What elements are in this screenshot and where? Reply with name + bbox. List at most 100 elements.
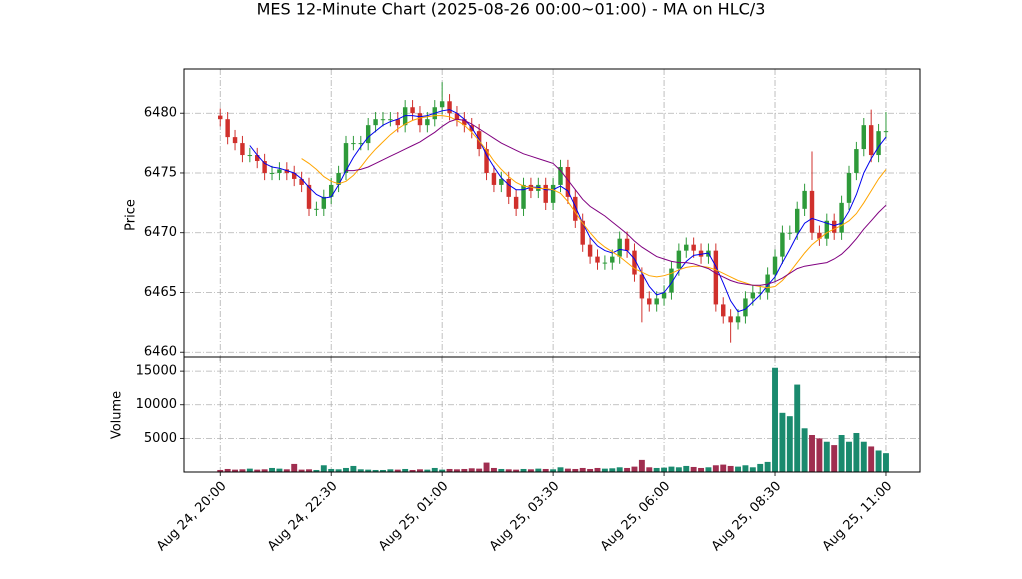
volume-bar bbox=[542, 468, 549, 472]
volume-bar bbox=[846, 441, 852, 472]
candle-body bbox=[462, 119, 467, 126]
volume-bar bbox=[735, 466, 741, 472]
volume-bar bbox=[698, 467, 705, 472]
volume-bar bbox=[372, 469, 379, 472]
candle-body bbox=[846, 172, 852, 203]
candle-body bbox=[558, 166, 563, 185]
volume-bar bbox=[831, 445, 838, 472]
volume-bar bbox=[668, 466, 675, 472]
candle-body bbox=[513, 196, 519, 209]
candle-body bbox=[595, 256, 600, 263]
candle-body bbox=[617, 238, 622, 257]
volume-bar bbox=[557, 467, 564, 472]
candle-body bbox=[410, 107, 415, 114]
volume-bar bbox=[298, 469, 305, 472]
volume-bar bbox=[809, 435, 815, 472]
y-tick-label: 6470 bbox=[144, 225, 177, 240]
plot-frame bbox=[183, 356, 921, 473]
volume-bar bbox=[690, 466, 697, 472]
y-tick-label: 6475 bbox=[144, 165, 177, 180]
candle-body bbox=[654, 298, 659, 305]
volume-bar bbox=[764, 461, 771, 472]
volume-bar bbox=[276, 468, 283, 472]
volume-bar bbox=[638, 459, 645, 472]
candle-body bbox=[321, 196, 327, 209]
candle-body bbox=[454, 113, 460, 120]
volume-bar bbox=[653, 467, 660, 472]
x-tick-label: Aug 25, 08:30 bbox=[709, 479, 785, 555]
candle-body bbox=[839, 202, 844, 233]
volume-bar bbox=[232, 469, 238, 472]
candle-body bbox=[721, 304, 726, 317]
candle-body bbox=[425, 119, 430, 126]
x-tick-label: Aug 24, 20:00 bbox=[154, 479, 230, 555]
candle-body bbox=[543, 184, 548, 203]
candle-body bbox=[580, 220, 585, 245]
volume-bar bbox=[380, 469, 386, 472]
volume-bar bbox=[343, 467, 349, 472]
ma-line bbox=[249, 109, 887, 313]
candle-body bbox=[499, 178, 504, 185]
candle-body bbox=[868, 125, 874, 156]
volume-bar bbox=[365, 469, 372, 472]
candle-body bbox=[772, 256, 778, 275]
volume-bar bbox=[357, 469, 364, 472]
volume-bar bbox=[838, 435, 845, 472]
volume-bar bbox=[291, 463, 298, 472]
y-axis-label: Volume bbox=[110, 391, 125, 439]
candle-body bbox=[750, 292, 756, 299]
candle-body bbox=[647, 298, 652, 305]
x-tick-label: Aug 25, 11:00 bbox=[820, 479, 896, 555]
candle-body bbox=[684, 244, 689, 251]
volume-bar bbox=[409, 469, 416, 472]
candle-body bbox=[587, 244, 593, 257]
volume-bar bbox=[786, 416, 793, 472]
candle-body bbox=[713, 250, 719, 305]
volume-bar bbox=[572, 468, 579, 472]
candle-body bbox=[240, 143, 245, 156]
candle-body bbox=[388, 119, 393, 121]
volume-bar bbox=[720, 464, 727, 472]
volume-bar bbox=[439, 469, 446, 472]
candle-body bbox=[528, 184, 534, 191]
y-tick-label: 15000 bbox=[136, 364, 177, 379]
candle-body bbox=[269, 172, 275, 174]
volume-bar bbox=[483, 462, 490, 472]
volume-bar bbox=[853, 432, 860, 472]
volume-bar bbox=[883, 453, 889, 472]
candle-body bbox=[284, 169, 290, 173]
candle-body bbox=[602, 262, 608, 264]
y-tick-label: 6465 bbox=[144, 285, 177, 300]
volume-bar bbox=[601, 468, 608, 472]
candle-body bbox=[351, 143, 356, 145]
candle-body bbox=[691, 244, 696, 251]
y-tick-label: 6460 bbox=[144, 345, 177, 360]
candle-body bbox=[255, 155, 260, 162]
volume-bar bbox=[712, 465, 719, 472]
volume-bar bbox=[261, 469, 268, 472]
candle-body bbox=[632, 250, 637, 275]
candle-body bbox=[306, 184, 312, 209]
volume-bar bbox=[705, 467, 712, 472]
volume-bar bbox=[801, 428, 808, 472]
volume-bar bbox=[320, 465, 327, 472]
candle-body bbox=[765, 274, 770, 293]
volume-bar bbox=[823, 441, 830, 472]
candle-body bbox=[365, 125, 371, 144]
volume-bar bbox=[513, 469, 520, 472]
candle-body bbox=[262, 161, 267, 173]
volume-bar bbox=[269, 467, 275, 472]
candle-body bbox=[247, 155, 253, 157]
volume-bar bbox=[564, 468, 571, 472]
volume-bar bbox=[579, 467, 586, 472]
x-tick-label: Aug 25, 03:30 bbox=[487, 479, 563, 555]
candle-body bbox=[380, 119, 386, 121]
volume-bar bbox=[224, 468, 231, 472]
volume-bar bbox=[757, 463, 764, 472]
candle-body bbox=[802, 190, 807, 209]
candle-body bbox=[521, 184, 526, 209]
volume-bar bbox=[254, 469, 261, 472]
candle-body bbox=[491, 172, 497, 185]
volume-bar bbox=[772, 367, 778, 472]
